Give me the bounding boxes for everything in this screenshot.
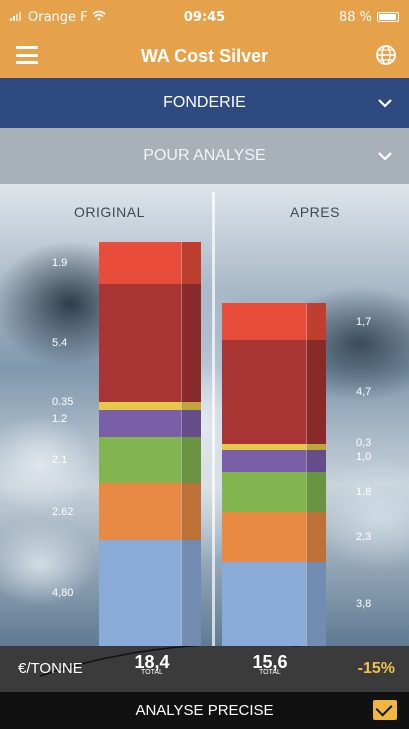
fonderie-dropdown[interactable]: FONDERIE xyxy=(0,78,409,128)
wifi-icon xyxy=(92,10,106,25)
bar-segment xyxy=(222,340,326,444)
total-apres-value: 15,6 xyxy=(252,652,288,672)
analyse-precise-button[interactable]: ANALYSE PRECISE xyxy=(0,692,409,729)
bar-segment xyxy=(99,482,201,541)
carrier-group: Orange F xyxy=(10,10,140,25)
battery-group: 88 % xyxy=(269,9,400,25)
signal-icon xyxy=(10,10,24,25)
status-time: 09:45 xyxy=(183,9,226,25)
value-label: 4,7 xyxy=(356,385,372,398)
bar-segment xyxy=(222,443,326,451)
bar-segment xyxy=(99,540,201,646)
analysis-dropdown[interactable]: POUR ANALYSE xyxy=(0,128,409,184)
globe-icon[interactable] xyxy=(375,44,397,70)
bar-segment xyxy=(99,402,201,411)
bar-segment xyxy=(99,436,201,483)
analysis-dropdown-label: POUR ANALYSE xyxy=(143,147,266,164)
chevron-down-icon[interactable] xyxy=(377,95,393,116)
cost-chart: ORIGINAL APRES 4,80 2.62 2.1 1.2 0.35 5.4 1.9 3… xyxy=(0,184,409,646)
chevron-down-icon[interactable] xyxy=(377,148,393,169)
carrier-name: Orange F xyxy=(28,9,88,25)
app-header: WA Cost Silver xyxy=(0,34,409,78)
column-divider xyxy=(212,192,215,646)
value-label: 2.1 xyxy=(52,453,68,466)
mail-icon[interactable] xyxy=(373,700,397,720)
bar-segment xyxy=(222,562,326,646)
battery-percent: 88 % xyxy=(338,9,373,25)
value-label: 1.2 xyxy=(52,413,68,426)
value-label: 1,7 xyxy=(356,315,372,328)
bar-segment xyxy=(99,283,201,403)
bar-segment xyxy=(222,450,326,473)
category-label-original: ORIGINAL xyxy=(74,204,145,220)
page-title: WA Cost Silver xyxy=(140,45,269,66)
hamburger-menu-icon[interactable] xyxy=(16,46,38,64)
value-label: 3,8 xyxy=(356,598,372,611)
total-original: 18,4 TOTAL xyxy=(122,652,182,676)
total-caption: TOTAL xyxy=(141,669,163,676)
value-label: 1,8 xyxy=(356,486,372,498)
bar-segment xyxy=(222,511,326,563)
total-original-value: 18,4 xyxy=(134,652,170,672)
value-label: 4,80 xyxy=(52,587,74,600)
value-label: 2,3 xyxy=(356,531,372,544)
total-apres: 15,6 TOTAL xyxy=(240,652,300,676)
unit-label: €/TONNE xyxy=(18,660,83,677)
change-percent: -15% xyxy=(357,660,395,677)
fonderie-dropdown-label: FONDERIE xyxy=(163,94,246,111)
bar-segment xyxy=(222,302,326,341)
status-bar: Orange F 09:45 88 % xyxy=(0,0,409,34)
total-caption: TOTAL xyxy=(259,669,281,676)
battery-icon xyxy=(377,12,400,22)
totals-bar: €/TONNE 18,4 TOTAL 15,6 TOTAL -15% xyxy=(0,646,409,692)
bar-segment xyxy=(222,472,326,512)
value-label: 0,3 xyxy=(356,436,372,449)
value-label: 1.9 xyxy=(52,256,68,269)
category-label-apres: APRES xyxy=(290,204,340,220)
value-label: 1,0 xyxy=(356,451,372,464)
value-label: 0.35 xyxy=(52,396,74,409)
bar-segment xyxy=(99,410,201,437)
bar-segment xyxy=(99,241,201,284)
value-label: 2.62 xyxy=(52,505,74,518)
analyse-precise-label: ANALYSE PRECISE xyxy=(135,702,274,719)
value-label: 5.4 xyxy=(52,337,68,350)
